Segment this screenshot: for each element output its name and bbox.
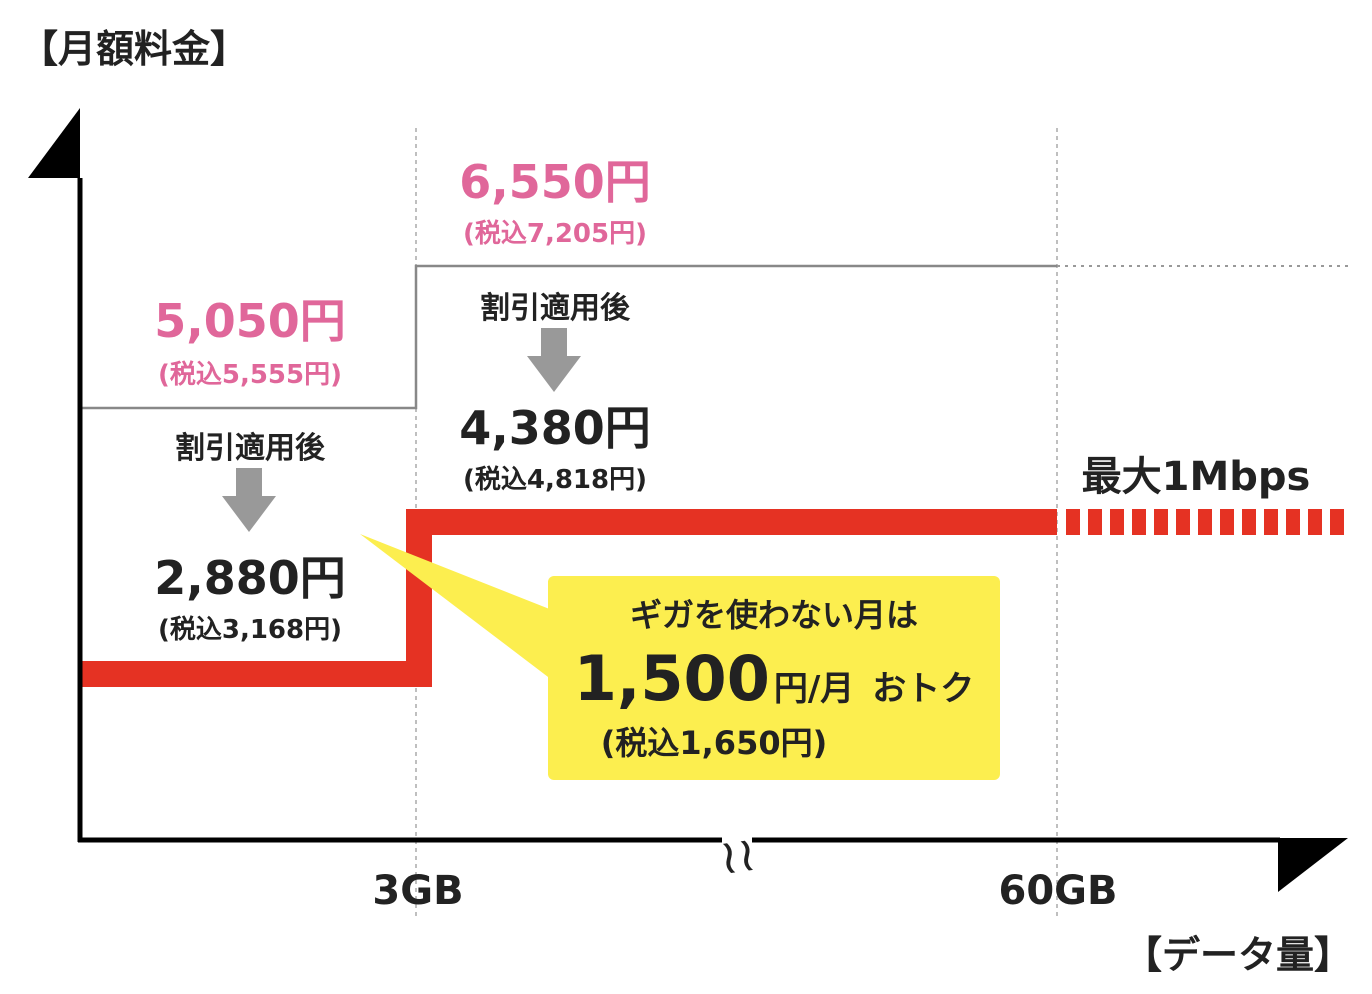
axis-break-gap: [722, 820, 752, 860]
callout-amount-unit: 円/月: [774, 669, 854, 709]
x-tick-60gb: 60GB: [999, 868, 1118, 914]
tier1-regular-price: 5,050円: [154, 294, 346, 348]
callout-box: [548, 576, 1000, 780]
callout-amount-suffix: おトク: [872, 669, 974, 709]
tier1-discounted-price-tax: (税込3,168円): [158, 615, 342, 645]
tier1-down-arrow: [222, 468, 276, 532]
x-axis-arrow: [1278, 838, 1348, 892]
tier1-discount-label: 割引適用後: [175, 431, 326, 466]
x-axis-label: 【データ量】: [1124, 933, 1352, 977]
tier2-discount-label: 割引適用後: [480, 291, 631, 326]
discounted-price-line: [82, 509, 1057, 687]
callout-amount: 1,500: [574, 642, 770, 715]
y-axis-arrow: [28, 108, 80, 178]
tier2-discounted-price-tax: (税込4,818円): [463, 465, 647, 495]
tier2-regular-price-tax: (税込7,205円): [463, 219, 647, 249]
over-limit-label: 最大1Mbps: [1082, 454, 1311, 500]
y-axis-label: 【月額料金】: [20, 27, 248, 71]
tier1-regular-price-tax: (税込5,555円): [158, 360, 342, 390]
savings-callout: ギガを使わない月は 1,500 円/月 おトク (税込1,650円): [360, 534, 1000, 780]
tier2-discounted-price: 4,380円: [459, 401, 651, 455]
x-tick-3gb: 3GB: [372, 868, 463, 914]
tier1-discounted-price: 2,880円: [154, 551, 346, 605]
regular-price-line: [82, 264, 1057, 410]
callout-line1: ギガを使わない月は: [630, 596, 918, 634]
callout-tax: (税込1,650円): [601, 724, 827, 762]
callout-amount-line: 1,500 円/月 おトク: [574, 642, 975, 715]
callout-pointer: [360, 534, 552, 680]
tier2-regular-price: 6,550円: [459, 155, 651, 209]
axis-break-mark: ≀≀: [716, 826, 759, 886]
tier2-down-arrow: [527, 328, 581, 392]
